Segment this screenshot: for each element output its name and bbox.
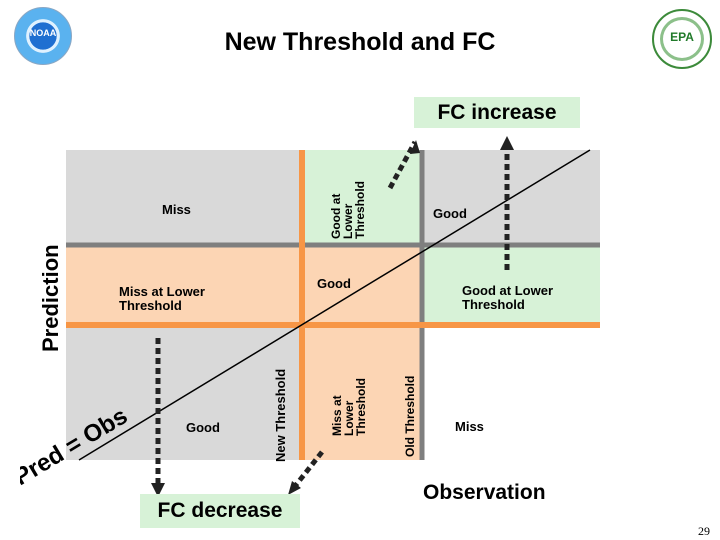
fc-decrease-label: FC decrease [140, 494, 300, 528]
page-number: 29 [698, 524, 710, 538]
old-threshold-label: Old Threshold [403, 375, 417, 457]
page-title: New Threshold and FC [224, 28, 496, 56]
gray-top-left-region [66, 150, 302, 245]
good-at-lower-threshold-vertical-label: Good at Lower Threshold [329, 180, 367, 239]
epa-logo-text: EPA [670, 30, 694, 44]
observation-axis-label: Observation [423, 481, 546, 504]
fc-decrease-arrow-right [290, 450, 324, 492]
fc-increase-arrow-dark [387, 140, 418, 190]
pred-obs-label-wrapper: Pred = Obs [20, 402, 132, 491]
good-center-label: Good [317, 276, 351, 291]
good-top-right-label: Good [433, 206, 467, 221]
epa-logo: EPA [652, 9, 712, 69]
good-bottom-left-label: Good [186, 420, 220, 435]
fc-increase-label: FC increase [414, 97, 580, 128]
gray-bottom-left-region [66, 325, 302, 460]
fc-increase-arrow-right-head [500, 136, 514, 150]
pred-obs-label: Pred = Obs [20, 402, 132, 491]
pred-equals-obs-diagonal [78, 149, 591, 461]
miss-top-left-label: Miss [162, 202, 191, 217]
miss-at-lower-threshold-vertical-label: Miss at Lower Threshold [330, 377, 368, 436]
prediction-axis-label: Prediction [38, 244, 63, 352]
orange-middle-band [302, 245, 422, 325]
fc-decrease-arrow-right-head [288, 481, 301, 495]
fc-decrease-arrow-left-head [151, 483, 165, 497]
miss-bottom-right-label: Miss [455, 419, 484, 434]
fc-increase-arrow-dark-head [410, 140, 420, 154]
good-at-lower-threshold-right-label: Good at Lower Threshold [462, 283, 553, 312]
new-threshold-label: New Threshold [273, 368, 288, 462]
miss-at-lower-threshold-label: Miss at Lower Threshold [119, 284, 205, 313]
noaa-logo: NOAA [14, 7, 72, 65]
orange-left-band [66, 245, 302, 325]
green-right-band [422, 245, 600, 325]
noaa-logo-text: NOAA [29, 28, 57, 38]
orange-bottom-middle-region [302, 325, 422, 460]
